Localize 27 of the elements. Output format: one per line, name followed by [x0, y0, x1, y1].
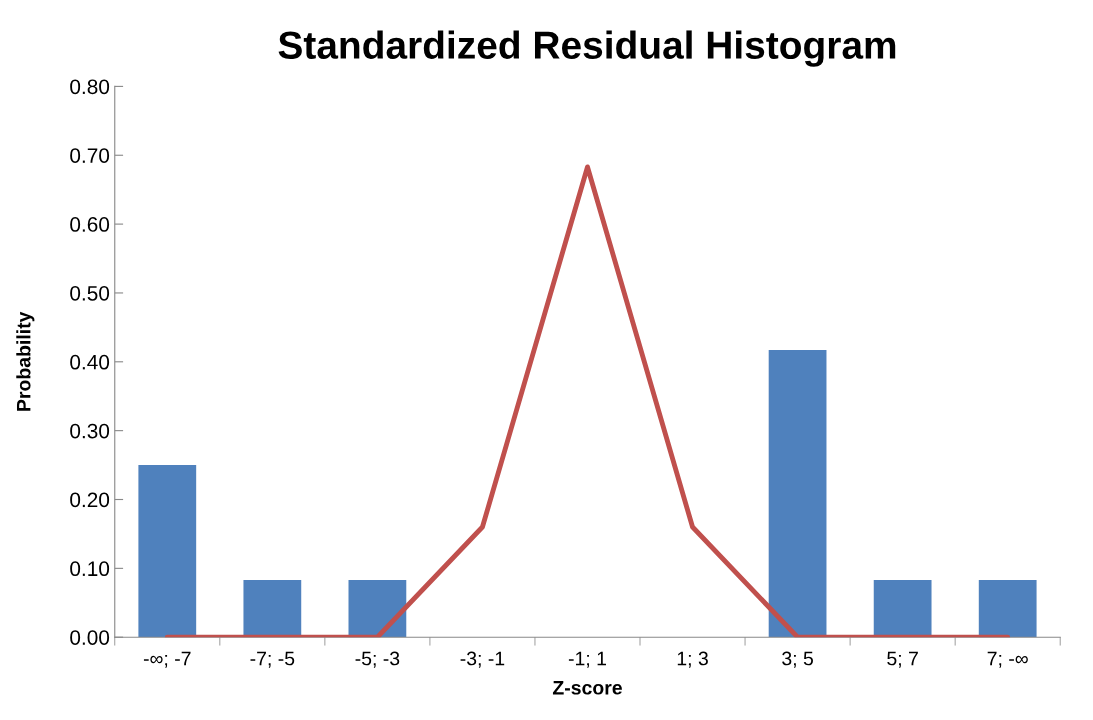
bar: [873, 580, 932, 638]
x-tick-label: -5; -3: [355, 651, 400, 668]
y-tick-label: 0.70: [70, 148, 110, 163]
y-tick-label: 0.00: [70, 630, 110, 645]
y-tick-label: 0.60: [70, 217, 110, 232]
bar: [243, 580, 302, 638]
x-tick-label: -∞; -7: [143, 651, 191, 668]
y-tick-label: 0.50: [70, 285, 110, 301]
y-tick-label: 0.30: [70, 423, 110, 439]
x-tick-label: 7; -∞: [987, 651, 1028, 668]
y-tick-label: 0.10: [70, 561, 110, 577]
x-tick-label: 1; 3: [677, 651, 708, 668]
y-tick-label: 0.20: [70, 492, 110, 508]
x-tick-label: -1; 1: [568, 651, 606, 668]
bar: [978, 580, 1037, 638]
x-axis-title: Z-score: [552, 681, 622, 695]
bar: [348, 580, 407, 638]
y-axis-title: Probability: [16, 311, 35, 411]
y-tick-label: 0.80: [70, 79, 110, 95]
x-tick-label: -3; -1: [460, 651, 505, 668]
x-tick-label: 5; 7: [887, 651, 918, 668]
y-tick-label: 0.40: [70, 354, 110, 370]
x-tick-label: 3; 5: [782, 651, 813, 668]
bar: [138, 465, 197, 638]
chart-title: Standardized Residual Histogram: [278, 30, 896, 67]
x-tick-label: -7; -5: [250, 651, 295, 668]
bar: [768, 350, 827, 638]
